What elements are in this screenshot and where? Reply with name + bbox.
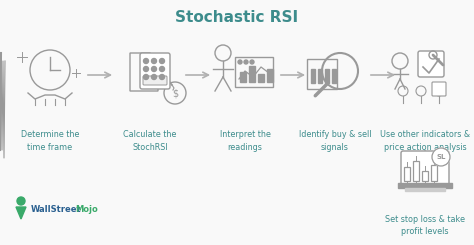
Bar [422,171,428,181]
Circle shape [159,59,164,63]
Circle shape [238,60,242,64]
Bar [311,69,315,83]
Bar [318,69,322,83]
FancyBboxPatch shape [143,76,167,85]
Text: $: $ [172,89,178,99]
Bar [325,69,329,83]
Text: SL: SL [436,154,446,160]
Text: Stochastic RSI: Stochastic RSI [175,11,299,25]
FancyBboxPatch shape [401,151,449,185]
Text: Calculate the
StochRSI: Calculate the StochRSI [123,130,177,151]
Circle shape [244,60,248,64]
Bar [235,57,273,87]
FancyBboxPatch shape [418,51,444,77]
Circle shape [432,148,450,166]
Bar [332,69,336,83]
Circle shape [144,66,148,72]
Circle shape [250,60,254,64]
Circle shape [152,59,156,63]
Circle shape [17,197,25,205]
Text: WallStreet: WallStreet [31,206,82,215]
Bar [431,165,437,181]
Bar [405,188,445,191]
Polygon shape [16,207,26,219]
Text: Set stop loss & take
profit levels: Set stop loss & take profit levels [385,215,465,236]
Text: Identify buy & sell
signals: Identify buy & sell signals [299,130,371,151]
Bar [307,59,337,89]
Bar [404,167,410,181]
Bar [413,161,419,181]
Circle shape [144,59,148,63]
Bar [249,66,255,82]
Bar [240,72,246,82]
Text: Interpret the
readings: Interpret the readings [219,130,271,151]
Text: Determine the
time frame: Determine the time frame [21,130,79,151]
FancyBboxPatch shape [140,53,170,89]
Circle shape [159,74,164,79]
Bar [258,74,264,82]
Text: Mojo: Mojo [75,206,98,215]
Circle shape [152,74,156,79]
Circle shape [159,66,164,72]
Bar [398,183,452,188]
Bar [267,69,273,82]
Text: Use other indicators &
price action analysis: Use other indicators & price action anal… [380,130,470,151]
Circle shape [152,66,156,72]
Circle shape [144,74,148,79]
FancyBboxPatch shape [432,82,446,96]
